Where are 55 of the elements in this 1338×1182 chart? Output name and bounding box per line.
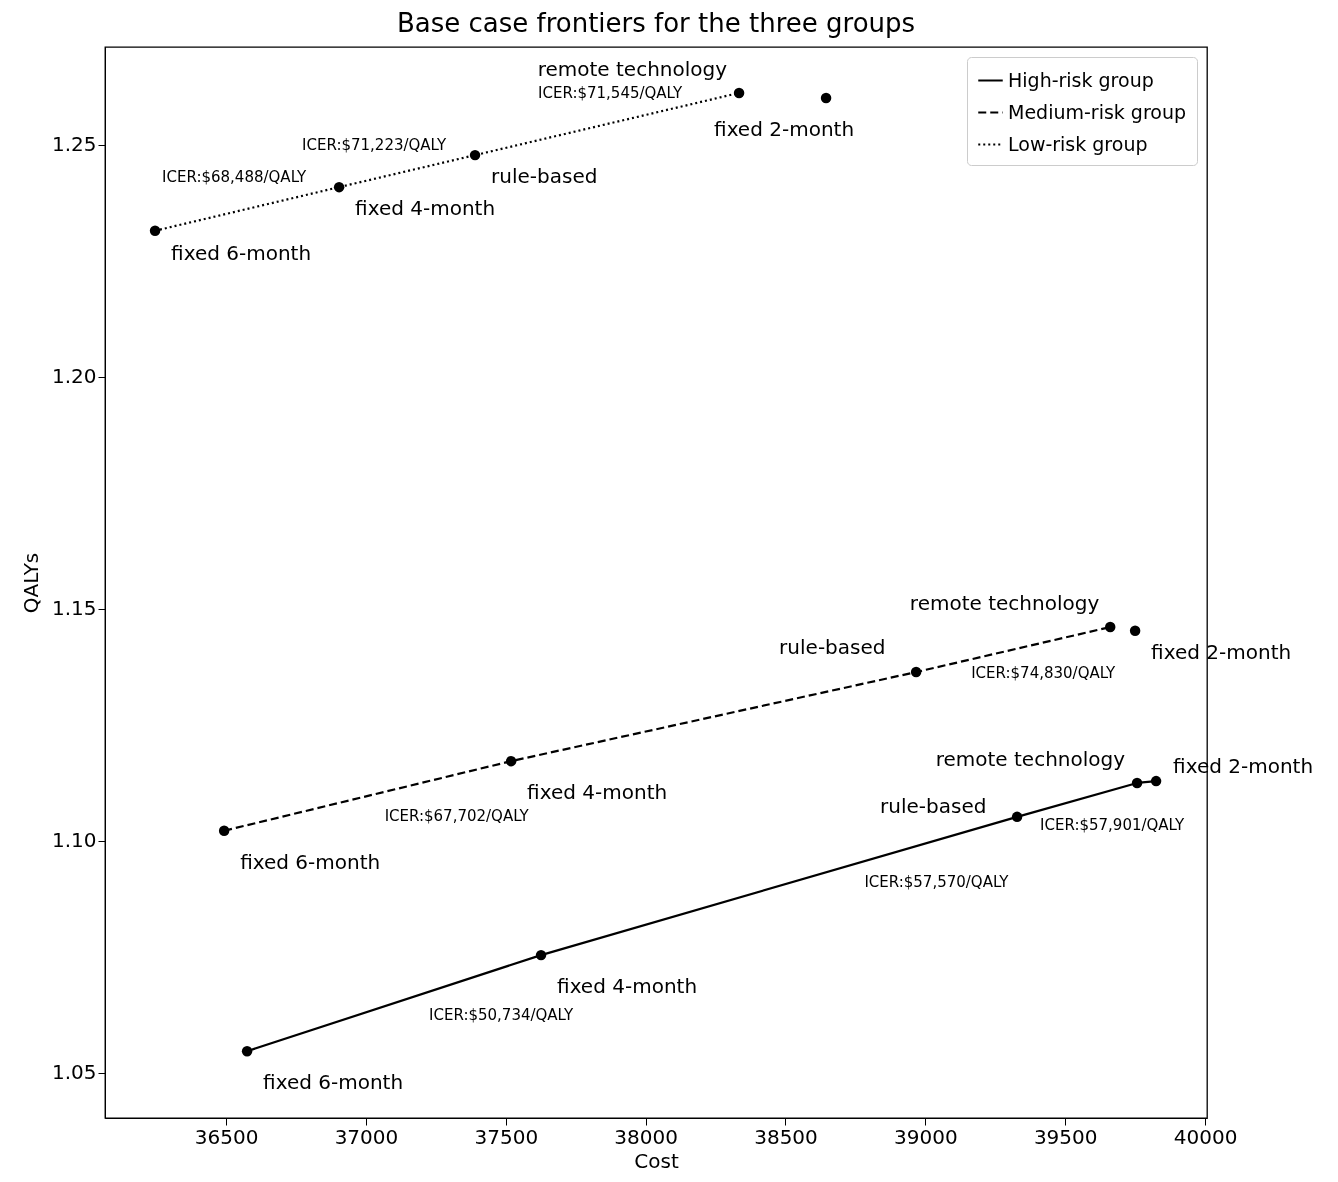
annotation: remote technology (935, 746, 1126, 771)
point (535, 949, 547, 961)
point (1150, 775, 1162, 787)
annotation: fixed 6-month (171, 240, 312, 265)
annotation: remote technology (909, 591, 1100, 616)
x-tick-label: 40000 (1173, 1124, 1238, 1149)
legend-label: Low-risk group (1008, 132, 1148, 155)
annotation: fixed 4-month (527, 780, 668, 805)
x-tick-label: 38500 (754, 1124, 818, 1149)
y-tick-label: 1.10 (51, 828, 97, 853)
annotation: ICER:$50,734/QALY (429, 1006, 574, 1025)
x-tick-label: 39000 (894, 1124, 958, 1149)
point (1131, 777, 1143, 789)
annotation: rule-based (491, 164, 598, 189)
annotation: remote technology (537, 56, 728, 81)
x-tick-label: 38000 (614, 1124, 678, 1149)
point (505, 755, 517, 767)
point (1129, 625, 1141, 636)
x-tick-label: 37500 (474, 1124, 539, 1149)
annotation: fixed 6-month (263, 1070, 404, 1095)
point (820, 92, 832, 104)
annotation: ICER:$74,830/QALY (971, 663, 1117, 682)
annotation: fixed 4-month (557, 974, 698, 999)
annotation: ICER:$57,901/QALY (1040, 815, 1185, 834)
x-axis-title: Cost (634, 1148, 679, 1173)
annotation: ICER:$57,570/QALY (864, 872, 1010, 891)
y-tick-label: 1.15 (51, 596, 97, 621)
annotation: ICER:$71,545/QALY (538, 84, 683, 103)
annotation: fixed 6-month (240, 849, 381, 874)
y-tick-label: 1.05 (51, 1060, 97, 1085)
annotation: fixed 4-month (355, 196, 496, 221)
y-tick-label: 1.25 (51, 132, 97, 157)
point (910, 666, 922, 678)
x-tick-label: 39500 (1033, 1124, 1098, 1149)
point (1011, 811, 1023, 823)
y-tick-label: 1.20 (51, 364, 97, 389)
annotation: rule-based (880, 793, 987, 818)
x-tick-label: 36500 (194, 1124, 259, 1149)
point (1104, 621, 1116, 633)
point (241, 1045, 253, 1057)
annotation: fixed 2-month (714, 117, 855, 142)
point (469, 149, 481, 161)
point (218, 825, 230, 836)
point (149, 225, 161, 236)
chart-title: Base case frontiers for the three groups (396, 8, 916, 38)
annotation: ICER:$71,223/QALY (302, 136, 447, 155)
legend-label: High-risk group (1008, 68, 1154, 91)
legend-label: Medium-risk group (1008, 100, 1187, 123)
annotation: ICER:$68,488/QALY (162, 167, 307, 186)
x-tick-label: 37000 (334, 1124, 399, 1149)
y-axis-title: QALYs (18, 552, 43, 614)
annotation: ICER:$67,702/QALY (384, 806, 530, 825)
point (333, 181, 345, 193)
annotation: rule-based (779, 635, 886, 660)
point (733, 87, 745, 99)
